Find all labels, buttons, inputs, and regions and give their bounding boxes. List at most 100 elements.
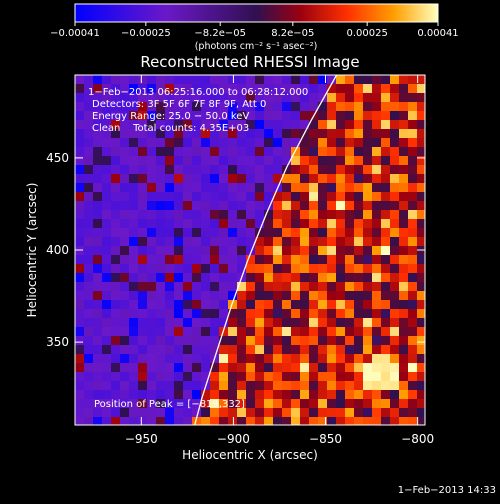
heatmap-cell	[183, 174, 193, 184]
peak-position-label: Position of Peak = [−819,332]	[94, 399, 245, 410]
heatmap-cell	[345, 399, 355, 409]
heatmap-cell	[354, 417, 364, 425]
heatmap-cell	[129, 201, 139, 211]
heatmap-cell	[129, 165, 139, 175]
heatmap-cell	[291, 282, 301, 292]
heatmap-cell	[165, 165, 175, 175]
heatmap-cell	[93, 129, 103, 139]
heatmap-cell	[192, 417, 202, 425]
heatmap-cell	[120, 318, 130, 328]
heatmap-cell	[408, 192, 418, 202]
heatmap-cell	[399, 246, 409, 256]
heatmap-cell	[372, 165, 382, 175]
heatmap-cell	[381, 192, 391, 202]
heatmap-cell	[408, 390, 418, 400]
heatmap-cell	[138, 138, 148, 148]
heatmap-cell	[93, 417, 103, 425]
heatmap-cell	[228, 417, 238, 425]
heatmap-cell	[156, 282, 166, 292]
heatmap-cell	[300, 111, 310, 121]
heatmap-cell	[363, 228, 373, 238]
heatmap-cell	[417, 129, 425, 139]
heatmap-cell	[318, 318, 328, 328]
heatmap-cell	[300, 354, 310, 364]
heatmap-cell	[75, 246, 85, 256]
heatmap-cell	[408, 345, 418, 355]
heatmap-cell	[282, 246, 292, 256]
heatmap-cell	[408, 372, 418, 382]
heatmap-cell	[147, 399, 157, 409]
heatmap-cell	[111, 102, 121, 112]
heatmap-cell	[246, 336, 256, 346]
heatmap-cell	[399, 174, 409, 184]
heatmap-cell	[417, 111, 425, 121]
heatmap-cell	[255, 264, 265, 274]
heatmap-cell	[111, 93, 121, 103]
heatmap-cell	[291, 183, 301, 193]
heatmap-cell	[255, 372, 265, 382]
heatmap-cell	[309, 318, 319, 328]
heatmap-cell	[264, 309, 274, 319]
heatmap-cell	[309, 390, 319, 400]
heatmap-cell	[129, 336, 139, 346]
heatmap-cell	[273, 75, 283, 85]
heatmap-cell	[336, 336, 346, 346]
heatmap-cell	[219, 75, 229, 85]
heatmap-cell	[237, 192, 247, 202]
heatmap-cell	[255, 300, 265, 310]
heatmap-cell	[381, 111, 391, 121]
heatmap-cell	[156, 138, 166, 148]
heatmap-cell	[408, 408, 418, 418]
heatmap-cell	[363, 138, 373, 148]
heatmap-cell	[372, 102, 382, 112]
heatmap-cell	[174, 408, 184, 418]
heatmap-cell	[75, 102, 85, 112]
heatmap-cell	[183, 273, 193, 283]
heatmap-cell	[345, 219, 355, 229]
heatmap-cell	[336, 138, 346, 148]
heatmap-cell	[102, 255, 112, 265]
heatmap-cell	[102, 363, 112, 373]
heatmap-cell	[129, 381, 139, 391]
heatmap-cell	[408, 210, 418, 220]
heatmap-cell	[372, 183, 382, 193]
heatmap-cell	[138, 273, 148, 283]
heatmap-cell	[264, 381, 274, 391]
heatmap-cell	[309, 399, 319, 409]
heatmap-cell	[399, 291, 409, 301]
heatmap-cell	[372, 174, 382, 184]
heatmap-cell	[120, 156, 130, 166]
heatmap-cell	[417, 183, 425, 193]
heatmap-cell	[327, 174, 337, 184]
heatmap-cell	[291, 156, 301, 166]
heatmap-cell	[354, 228, 364, 238]
heatmap-cell	[84, 390, 94, 400]
heatmap-cell	[210, 408, 220, 418]
heatmap-cell	[363, 183, 373, 193]
heatmap-cell	[174, 228, 184, 238]
heatmap-cell	[390, 264, 400, 274]
heatmap-cell	[300, 390, 310, 400]
heatmap-cell	[372, 129, 382, 139]
heatmap-cell	[255, 192, 265, 202]
heatmap-cell	[282, 102, 292, 112]
heatmap-cell	[318, 183, 328, 193]
heatmap-cell	[327, 111, 337, 121]
heatmap-cell	[129, 93, 139, 103]
heatmap-cell	[201, 327, 211, 337]
heatmap-cell	[210, 75, 220, 85]
heatmap-cell	[201, 309, 211, 319]
heatmap-cell	[318, 309, 328, 319]
heatmap-cell	[354, 120, 364, 130]
heatmap-cell	[390, 102, 400, 112]
heatmap-cell	[102, 372, 112, 382]
heatmap-cell	[309, 354, 319, 364]
heatmap-cell	[138, 282, 148, 292]
heatmap-cell	[264, 273, 274, 283]
heatmap-cell	[390, 210, 400, 220]
heatmap-cell	[210, 228, 220, 238]
heatmap-cell	[354, 291, 364, 301]
heatmap-cell	[219, 255, 229, 265]
heatmap-cell	[408, 318, 418, 328]
heatmap-cell	[291, 111, 301, 121]
